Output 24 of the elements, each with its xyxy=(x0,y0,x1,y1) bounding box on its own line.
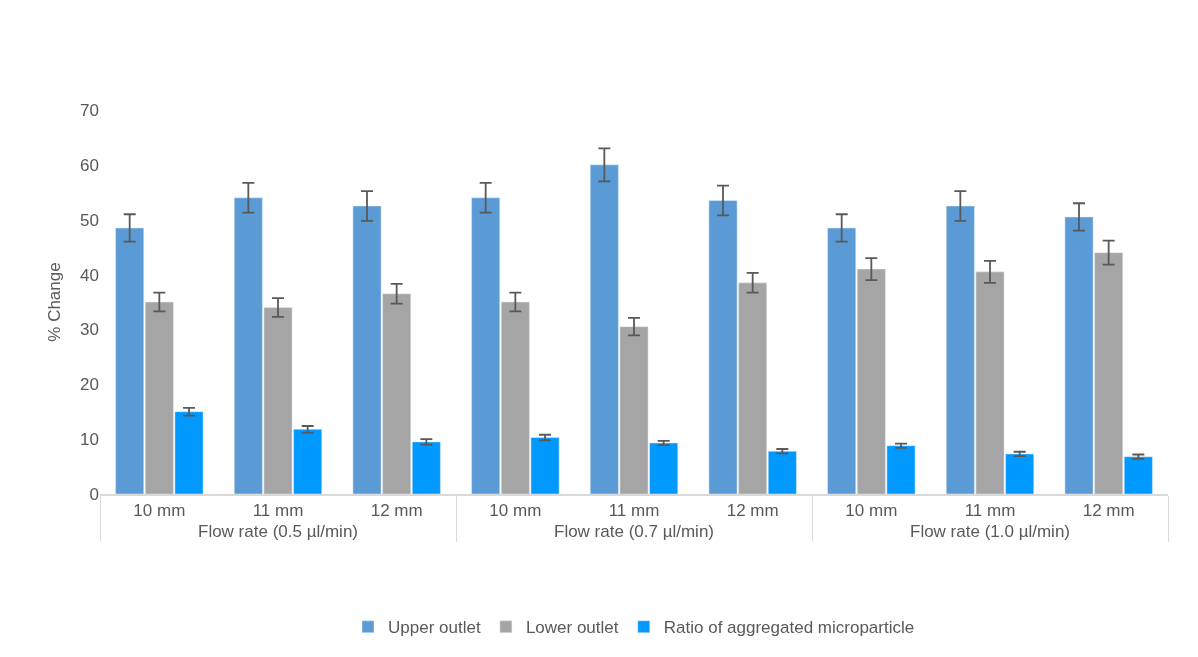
legend-label: Lower outlet xyxy=(525,618,619,638)
text: Flow rate (0.7 µl/min) xyxy=(554,522,714,542)
x-tick-label: 12 mm xyxy=(726,501,779,521)
y-tick-label: 10 xyxy=(80,430,99,450)
y-tick-label: 0 xyxy=(89,484,99,504)
y-tick-label: 60 xyxy=(80,155,99,175)
y-tick-label: 50 xyxy=(80,210,99,230)
y-tick-label: 70 xyxy=(80,100,99,120)
text: Flow rate (1.0 µl/min) xyxy=(910,522,1070,542)
x-tick-label: 12 mm xyxy=(370,501,423,521)
x-tick-label: 11 mm xyxy=(608,501,660,521)
y-tick-label: 30 xyxy=(80,320,99,340)
text: Flow rate (0.5 µl/min) xyxy=(198,522,358,542)
legend-label: Ratio of aggregated microparticle xyxy=(663,618,915,638)
x-tick-label: 10 mm xyxy=(133,501,186,521)
x-tick-label: 10 mm xyxy=(489,501,542,521)
y-tick-label: 40 xyxy=(80,265,99,285)
y-axis-title: % Change xyxy=(44,262,64,342)
legend-label: Upper outlet xyxy=(388,618,481,638)
x-tick-label: 11 mm xyxy=(252,501,304,521)
x-tick-label: 10 mm xyxy=(845,501,898,521)
y-tick-label: 20 xyxy=(80,375,99,395)
x-tick-label: 12 mm xyxy=(1082,501,1135,521)
x-tick-label: 11 mm xyxy=(964,501,1016,521)
